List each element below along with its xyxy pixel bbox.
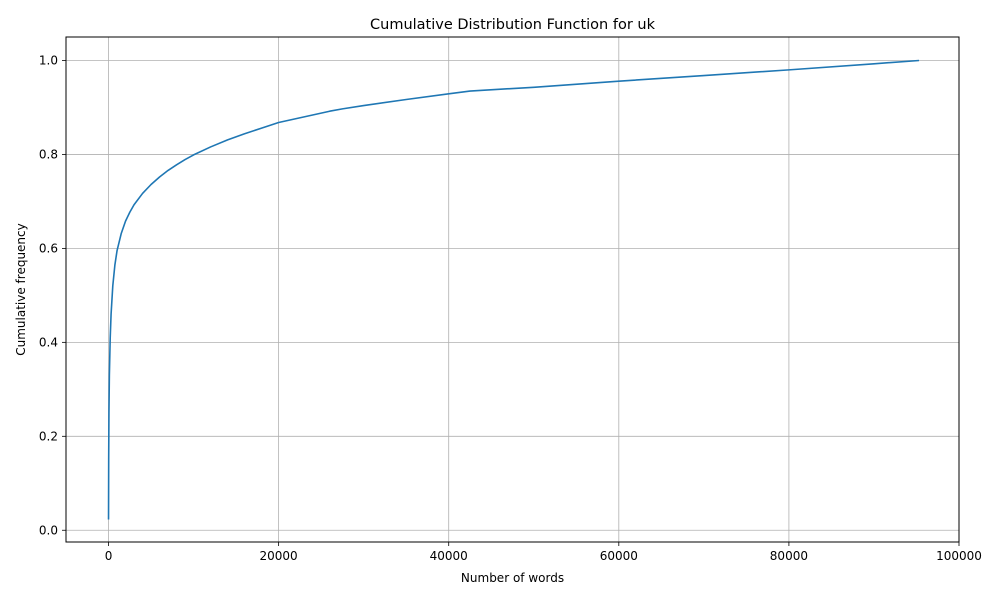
- grid: [66, 37, 960, 542]
- x-axis-label: Number of words: [461, 571, 564, 585]
- x-tick-label: 80000: [770, 549, 808, 563]
- y-tick-label: 0.4: [39, 335, 58, 349]
- y-tick-label: 0.8: [39, 147, 58, 161]
- y-tick-label: 0.0: [39, 523, 58, 537]
- x-tick-label: 20000: [260, 549, 298, 563]
- axes-frame: [65, 36, 960, 543]
- ticks: 0 20000 40000 60000 80000 100000 0.0 0.2 0.4 0.6 0…: [39, 53, 982, 563]
- x-tick-label: 0: [105, 549, 113, 563]
- x-tick-label: 40000: [430, 549, 468, 563]
- cdf-series-line: [107, 59, 920, 520]
- x-tick-label: 60000: [600, 549, 638, 563]
- y-axis-label: Cumulative frequency: [14, 223, 28, 356]
- y-tick-label: 1.0: [39, 53, 58, 67]
- plot-area: [107, 59, 920, 520]
- chart-title: Cumulative Distribution Function for uk: [370, 17, 656, 33]
- x-tick-label: 100000: [936, 549, 982, 563]
- y-tick-label: 0.2: [39, 429, 58, 443]
- y-tick-label: 0.6: [39, 241, 58, 255]
